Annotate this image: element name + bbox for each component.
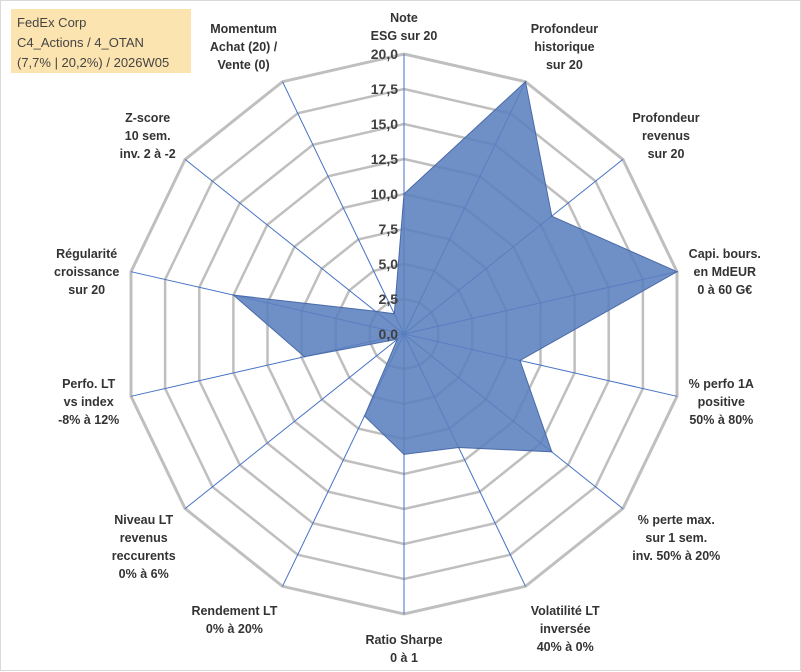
axis-label: Vente (0) <box>218 58 270 72</box>
axis-label: vs index <box>64 395 114 409</box>
axis-label: 40% à 0% <box>537 640 594 654</box>
axis-label: Note <box>390 11 418 25</box>
tick-label: 17,5 <box>371 81 398 97</box>
axis-label: Momentum <box>210 22 277 36</box>
axis-label: Capi. bours. <box>689 247 761 261</box>
tick-label: 0,0 <box>379 326 399 342</box>
axis-label: 10 sem. <box>125 129 171 143</box>
axis-label: Profondeur <box>531 22 598 36</box>
series-area <box>231 80 679 455</box>
axis-label-layer: Note ESG sur 20 Profondeur historique sur 20… <box>54 11 761 665</box>
tick-label: 12,5 <box>371 151 398 167</box>
axis-label: 0 à 60 G€ <box>697 283 752 297</box>
axis-spoke <box>184 159 405 335</box>
axis-label: Ratio Sharpe <box>365 633 442 647</box>
axis-label: en MdEUR <box>694 265 757 279</box>
axis-label: positive <box>698 395 745 409</box>
info-stats: (7,7% | 20,2%) / 2026W05 <box>17 55 170 70</box>
data-point <box>676 270 678 273</box>
axis-label: Profondeur <box>632 111 699 125</box>
axis-label: historique <box>534 40 594 54</box>
axis-label: 0% à 6% <box>119 567 169 581</box>
axis-label: sur 1 sem. <box>645 531 707 545</box>
axis-label: inv. 50% à 20% <box>632 549 720 563</box>
axis-label: Z-score <box>125 111 170 125</box>
axis-label: reccurents <box>112 549 176 563</box>
axis-label: % perte max. <box>638 513 715 527</box>
data-point <box>396 338 399 341</box>
data-point <box>403 453 405 456</box>
axis-label: Perfo. LT <box>62 377 116 391</box>
axis-label: Achat (20) / <box>210 40 278 54</box>
axis-label: Régularité <box>56 247 117 261</box>
axis-label: Niveau LT <box>114 513 173 527</box>
tick-label: 15,0 <box>371 116 398 132</box>
tick-label: 2,5 <box>379 291 399 307</box>
tick-label: 10,0 <box>371 186 398 202</box>
data-point <box>363 415 366 417</box>
info-box: FedEx Corp C4_Actions / 4_OTAN (7,7% | 2… <box>11 9 191 73</box>
tick-label: 7,5 <box>379 221 399 237</box>
axis-label: Volatilité LT <box>531 604 600 618</box>
axis-label: sur 20 <box>546 58 583 72</box>
axis-label: sur 20 <box>68 283 105 297</box>
data-point <box>374 310 377 313</box>
data-point <box>403 193 405 195</box>
axis-label: inv. 2 à -2 <box>120 147 176 161</box>
series-layer <box>231 80 679 456</box>
axis-label: 0 à 1 <box>390 651 418 665</box>
data-point <box>524 80 527 83</box>
axis-label: croissance <box>54 265 119 279</box>
axis-label: revenus <box>120 531 168 545</box>
data-point <box>519 359 521 362</box>
tick-layer: 0,0 2,5 5,0 7,5 10,0 12,5 15,0 17,5 20,0 <box>371 46 398 342</box>
axis-label: sur 20 <box>648 147 685 161</box>
data-point <box>232 294 235 296</box>
data-point <box>393 313 396 315</box>
axis-label: revenus <box>642 129 690 143</box>
data-point <box>551 451 553 453</box>
tick-label: 20,0 <box>371 46 398 62</box>
axis-spoke <box>282 81 405 335</box>
info-title: FedEx Corp <box>17 15 87 30</box>
data-point <box>303 355 306 358</box>
axis-label: % perfo 1A <box>689 377 754 391</box>
axis-label: -8% à 12% <box>58 413 119 427</box>
axis-label: 0% à 20% <box>206 622 263 636</box>
data-point <box>551 215 553 217</box>
info-category: C4_Actions / 4_OTAN <box>17 35 144 50</box>
axis-label: inversée <box>540 622 591 636</box>
axis-label: ESG sur 20 <box>371 29 438 43</box>
axis-spoke <box>184 333 405 509</box>
axis-label: Rendement LT <box>191 604 277 618</box>
axis-label: 50% à 80% <box>689 413 753 427</box>
data-point <box>457 446 460 449</box>
tick-label: 5,0 <box>379 256 399 272</box>
